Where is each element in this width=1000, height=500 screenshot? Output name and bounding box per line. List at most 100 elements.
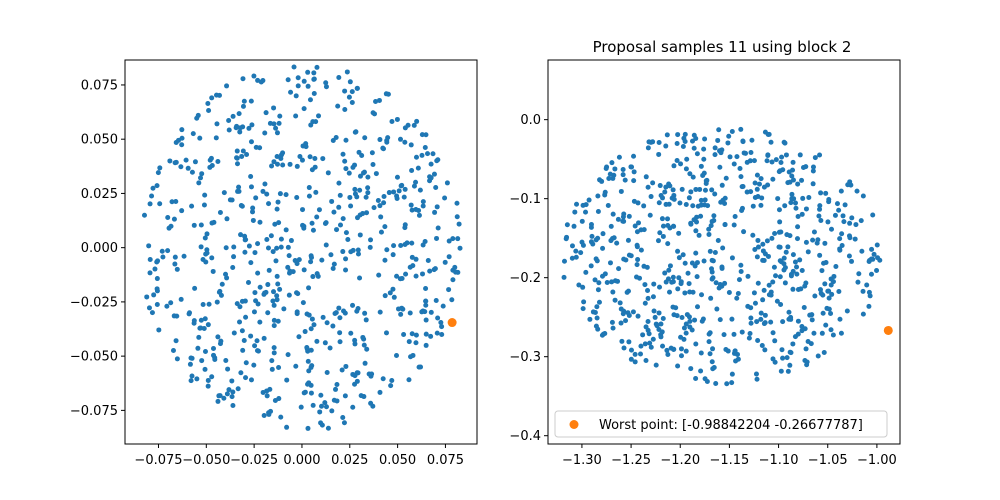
sample-point	[223, 358, 229, 364]
sample-point	[790, 268, 796, 274]
sample-point	[422, 144, 428, 150]
sample-point	[439, 324, 445, 330]
sample-point	[165, 215, 171, 221]
sample-point	[343, 137, 349, 143]
sample-point	[211, 352, 217, 358]
sample-point	[694, 151, 700, 157]
sample-point	[638, 343, 644, 349]
sample-point	[439, 332, 445, 337]
sample-point	[223, 245, 229, 251]
sample-point	[249, 122, 255, 128]
sample-point	[183, 157, 189, 163]
sample-point	[250, 217, 256, 223]
sample-point	[715, 137, 721, 143]
sample-point	[795, 224, 801, 230]
sample-point	[571, 223, 577, 229]
sample-point	[409, 254, 415, 260]
sample-point	[776, 244, 782, 250]
sample-point	[246, 125, 252, 131]
sample-point	[729, 316, 735, 322]
x-tick-label: 0.050	[379, 453, 416, 468]
sample-point	[698, 350, 704, 356]
sample-point	[398, 136, 403, 142]
sample-point	[720, 197, 726, 203]
sample-point	[799, 267, 805, 273]
sample-point	[337, 222, 343, 228]
sample-point	[680, 252, 686, 258]
x-tick-label: −0.025	[230, 453, 278, 468]
sample-point	[275, 318, 281, 324]
sample-point	[583, 202, 589, 208]
sample-point	[674, 141, 680, 147]
sample-point	[455, 269, 461, 275]
sample-point	[242, 237, 248, 243]
sample-point	[817, 203, 823, 209]
sample-point	[257, 145, 263, 151]
sample-point	[709, 257, 715, 263]
sample-point	[166, 225, 172, 231]
sample-point	[799, 328, 805, 334]
sample-point	[196, 180, 202, 186]
sample-point	[716, 285, 722, 291]
sample-point	[772, 359, 778, 365]
sample-point	[829, 226, 835, 232]
sample-point	[258, 79, 264, 85]
sample-point	[808, 341, 814, 347]
sample-point	[789, 191, 795, 197]
sample-point	[694, 214, 700, 220]
sample-point	[596, 299, 602, 305]
sample-point	[770, 279, 776, 285]
sample-point	[260, 188, 266, 194]
sample-point	[173, 159, 179, 165]
sample-point	[192, 159, 198, 165]
sample-point	[341, 420, 347, 426]
sample-point	[274, 130, 280, 136]
sample-point	[308, 326, 314, 332]
sample-point	[230, 402, 236, 408]
sample-point	[362, 360, 368, 366]
sample-point	[287, 161, 293, 167]
sample-point	[432, 209, 438, 215]
sample-point	[363, 194, 369, 200]
sample-point	[688, 189, 694, 195]
sample-point	[675, 248, 681, 254]
sample-point	[860, 193, 866, 199]
right-y-axis: 0.0 −0.1 −0.2 −0.3 −0.4	[509, 113, 548, 444]
sample-point	[671, 163, 677, 169]
sample-point	[729, 380, 735, 386]
sample-point	[610, 289, 616, 295]
sample-point	[619, 338, 625, 344]
sample-point	[687, 318, 693, 324]
sample-point	[828, 311, 834, 317]
sample-point	[713, 280, 719, 286]
sample-point	[645, 319, 651, 325]
sample-point	[838, 330, 844, 336]
sample-point	[391, 189, 397, 195]
sample-point	[304, 344, 310, 350]
sample-point	[332, 311, 338, 317]
sample-point	[819, 268, 825, 274]
sample-point	[828, 327, 834, 333]
x-tick-label: −0.050	[182, 453, 230, 468]
sample-point	[169, 199, 175, 205]
sample-point	[444, 180, 450, 186]
sample-point	[419, 152, 425, 158]
sample-point	[721, 332, 727, 338]
sample-point	[298, 404, 304, 410]
sample-point	[702, 197, 708, 203]
y-tick-label: 0.0	[520, 113, 541, 128]
sample-point	[197, 135, 203, 141]
sample-point	[271, 317, 277, 323]
sample-point	[248, 98, 254, 104]
sample-point	[394, 353, 399, 359]
sample-point	[307, 97, 313, 103]
sample-point	[442, 259, 448, 265]
sample-point	[780, 355, 786, 361]
sample-point	[340, 151, 346, 157]
sample-point	[425, 257, 431, 263]
sample-point	[652, 314, 658, 320]
sample-point	[319, 403, 325, 409]
sample-point	[248, 139, 254, 145]
sample-point	[632, 359, 638, 365]
